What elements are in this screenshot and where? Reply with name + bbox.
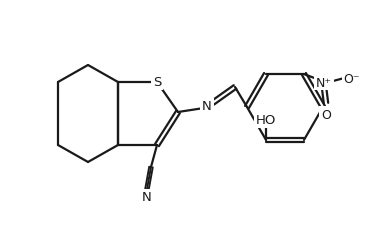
Text: O: O: [321, 108, 331, 121]
Text: N: N: [142, 191, 152, 204]
Text: O⁻: O⁻: [344, 72, 360, 85]
Text: HO: HO: [256, 114, 276, 127]
Text: N⁺: N⁺: [316, 76, 332, 89]
Text: S: S: [153, 76, 161, 89]
Text: N: N: [202, 100, 212, 113]
